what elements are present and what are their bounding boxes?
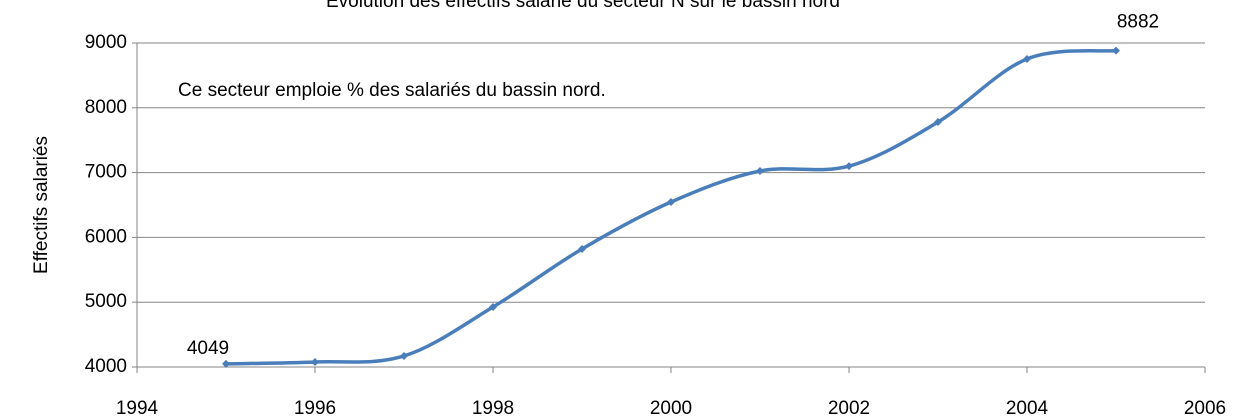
y-tick-label: 7000 [85, 162, 127, 183]
point [845, 162, 853, 171]
y-tick-label: 9000 [85, 32, 127, 53]
x-tick-label: 1994 [116, 398, 159, 419]
point [311, 358, 319, 367]
x-tick-label: 1998 [472, 398, 514, 419]
point [756, 166, 764, 175]
point [667, 198, 675, 207]
y-axis-label: Effectifs salariés [31, 136, 52, 274]
x-tick-label: 2004 [1006, 398, 1049, 419]
point [934, 118, 942, 127]
x-tick-label: 2002 [828, 398, 870, 419]
x-tick-label: 2006 [1184, 398, 1226, 419]
y-tick-label: 4000 [85, 356, 127, 377]
point [400, 351, 408, 360]
point [222, 359, 230, 368]
point [578, 244, 586, 253]
point [489, 302, 497, 311]
point [1023, 55, 1031, 64]
y-tick-label: 5000 [85, 291, 127, 312]
chart-title: Evolution des effectifs salarié du secte… [326, 0, 840, 12]
x-tick-label: 1996 [294, 398, 336, 419]
data-label: 4049 [187, 338, 229, 359]
annotation: Ce secteur emploie % des salariés du bas… [178, 80, 606, 101]
point [1112, 46, 1120, 55]
y-tick-label: 8000 [85, 97, 127, 118]
y-tick-label: 6000 [85, 226, 127, 247]
x-tick-label: 2000 [650, 398, 692, 419]
data-label: 8882 [1117, 12, 1159, 33]
